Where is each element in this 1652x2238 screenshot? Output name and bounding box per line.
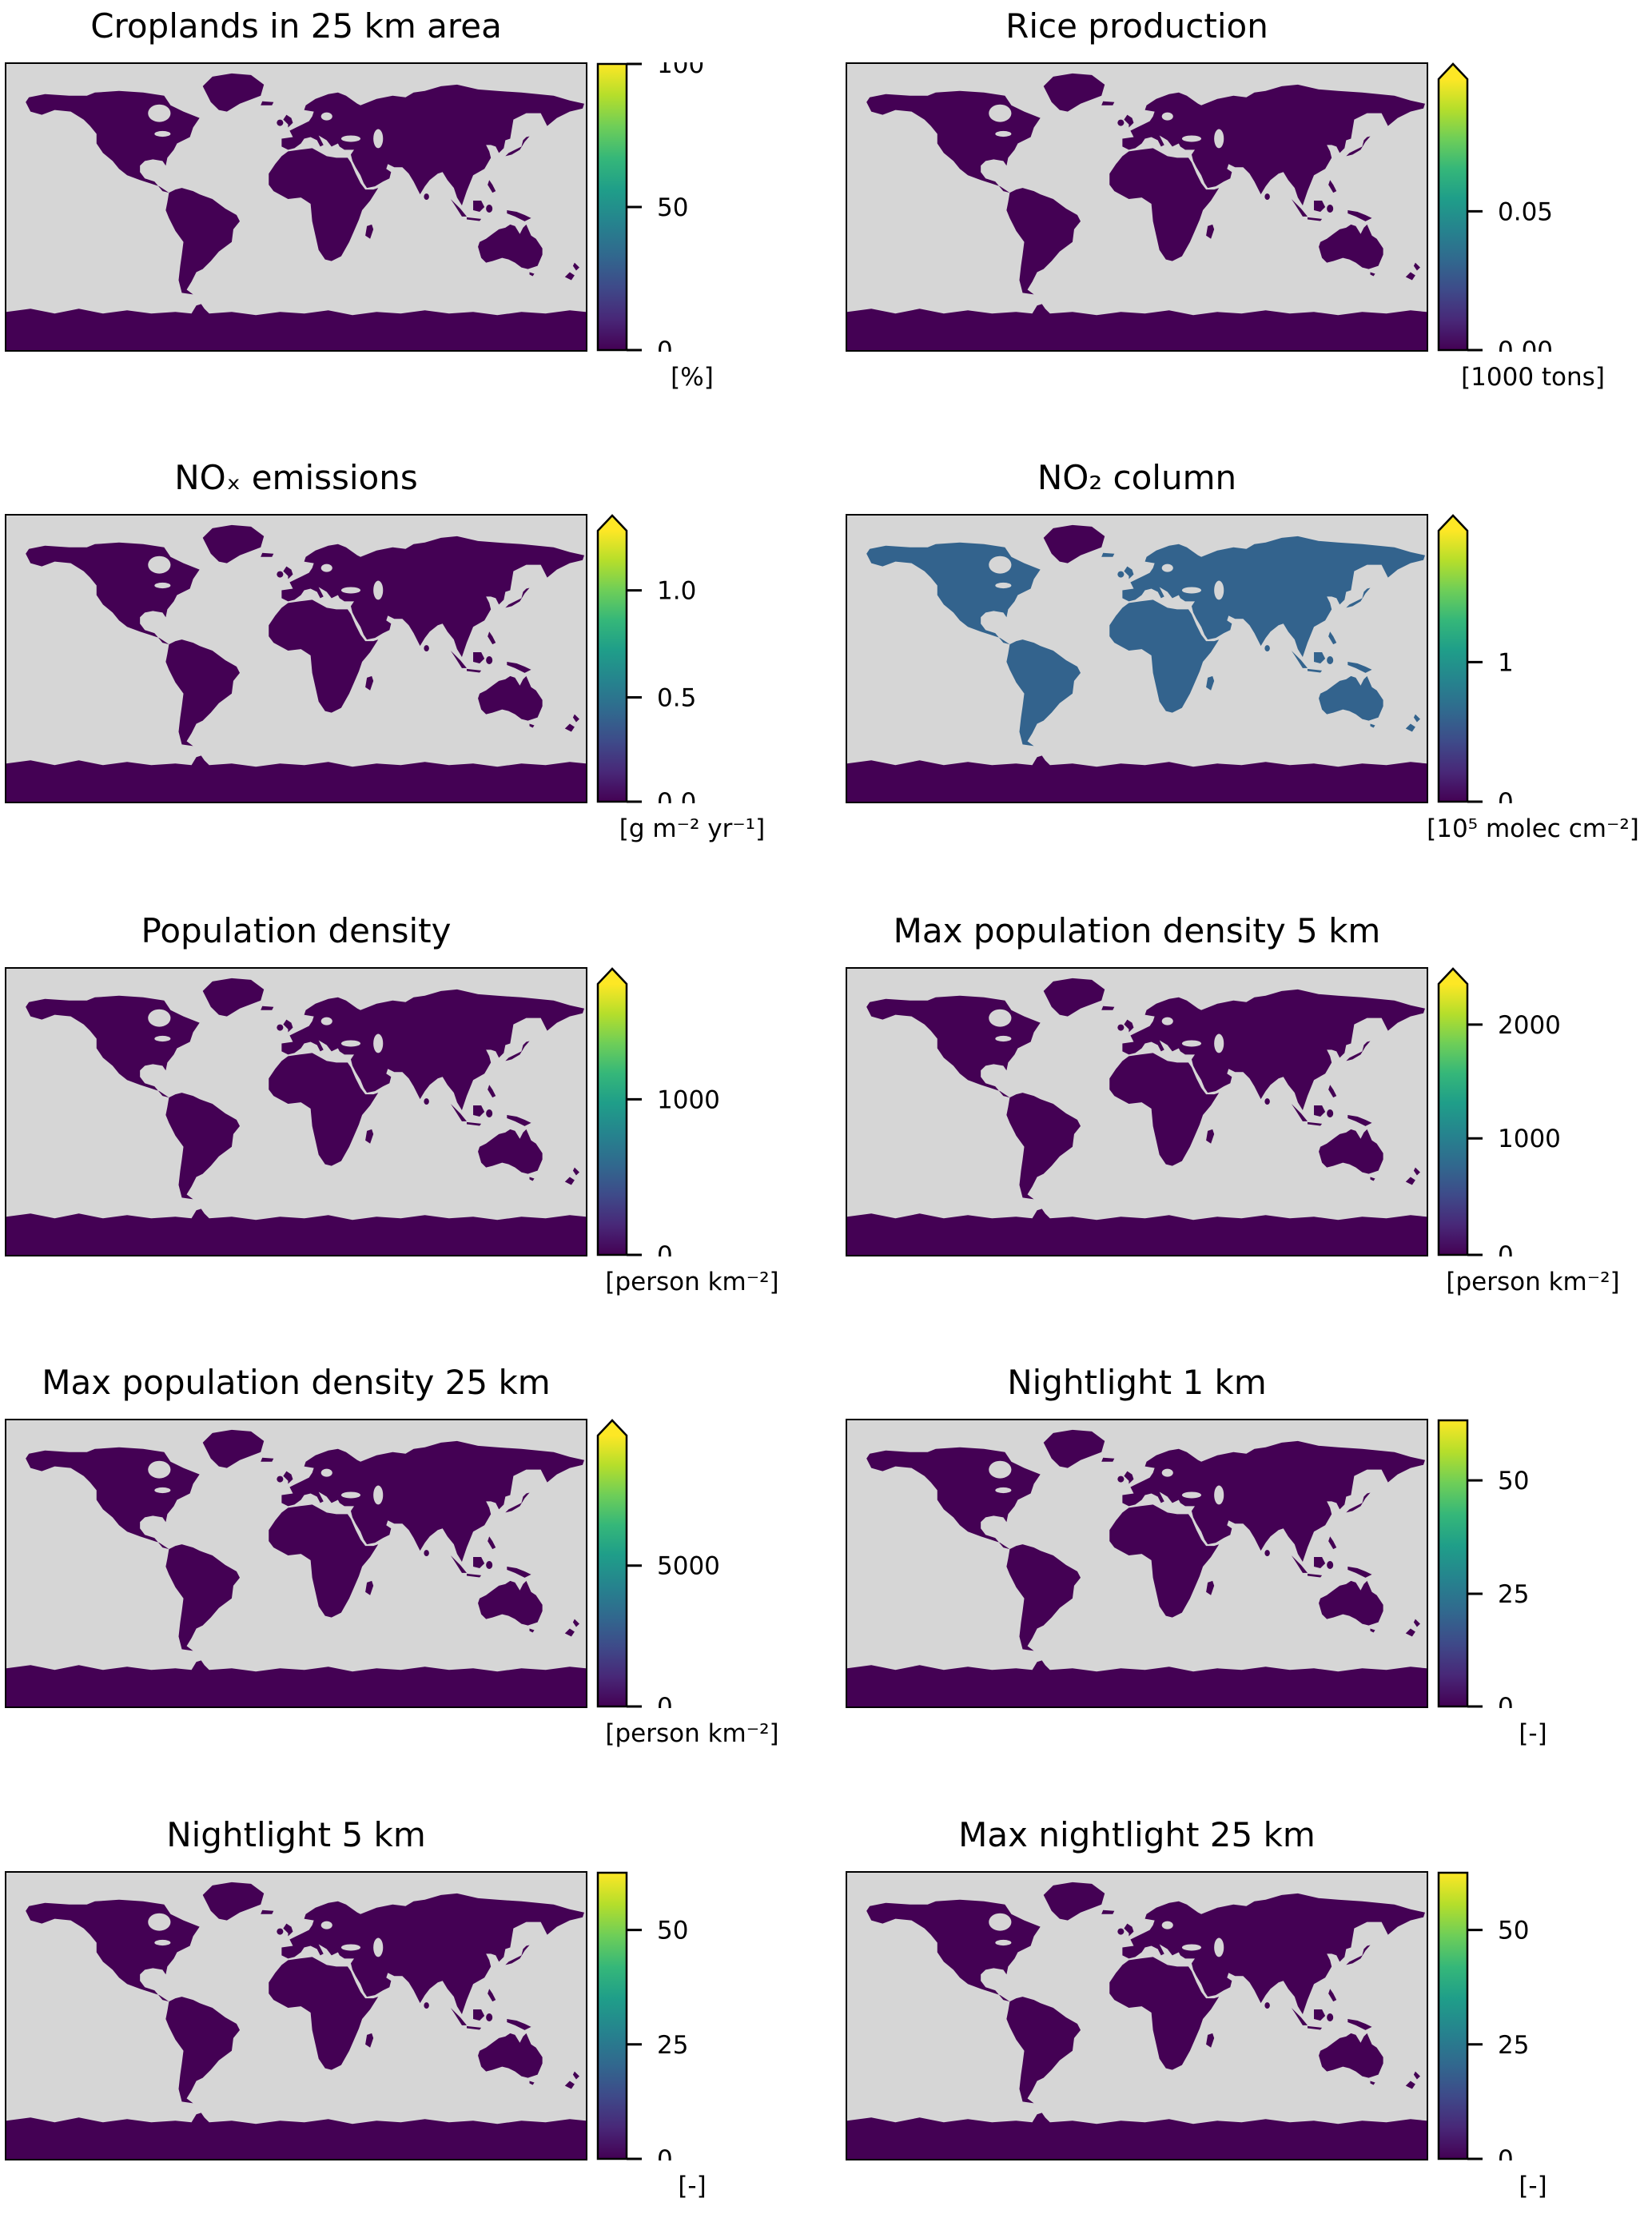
panel-title: Rice production	[1005, 6, 1268, 46]
colorbar-tick-label: 0	[657, 1241, 673, 1256]
colorbar-unit: [person km⁻²]	[605, 1268, 779, 1296]
colorbar-unit: [-]	[1519, 1719, 1547, 1748]
colorbar-gradient-bar	[596, 1871, 628, 2160]
colorbar: 0 1000 2000	[1437, 967, 1561, 1256]
panel-title: NOₓ emissions	[174, 458, 418, 497]
colorbar-tick-label: 0.00	[1498, 336, 1553, 352]
panel-title: Croplands in 25 km area	[90, 6, 502, 46]
world-map	[6, 64, 586, 350]
colorbar-tick-label: 0	[657, 336, 673, 352]
colorbar-unit: [-]	[678, 2172, 707, 2200]
colorbar: 0 25 50	[1437, 1419, 1529, 1708]
world-map	[847, 516, 1427, 802]
map-frame	[5, 967, 587, 1256]
colorbar-gradient-bar	[596, 1419, 628, 1708]
colorbar-tick-label: 0	[1498, 788, 1514, 803]
colorbar-tick-label: 0	[657, 2145, 673, 2160]
panel-croplands-25km: Croplands in 25 km area 0 50 100 [%]	[0, 0, 826, 448]
colorbar-tick-label: 25	[1498, 2031, 1529, 2060]
world-map	[6, 969, 586, 1255]
colorbar: 01	[1437, 514, 1514, 803]
world-map	[847, 1420, 1427, 1706]
colorbar-tick-label: 25	[657, 2031, 688, 2060]
colorbar-tick-label: 100	[657, 62, 704, 79]
colorbar-gradient-bar	[1437, 514, 1469, 803]
colorbar-unit: [person km⁻²]	[605, 1719, 779, 1748]
panel-title: NO₂ column	[1037, 458, 1237, 497]
panel-title: Nightlight 5 km	[166, 1815, 426, 1854]
panel-nox-emissions: NOₓ emissions 0.0 0.5 1.0 [g m⁻² yr⁻¹]	[0, 448, 826, 895]
panel-rice-production: Rice production 0.00 0.05 [1000 tons]	[826, 0, 1652, 448]
panel-title: Max population density 5 km	[893, 911, 1381, 950]
map-frame	[846, 62, 1428, 352]
panel-nightlight-1km: Nightlight 1 km 0 25 50 [-]	[826, 1343, 1652, 1790]
panel-max-population-density-5km: Max population density 5 km 0 1000 2000 [p…	[826, 895, 1652, 1343]
colorbar: 0 1000	[596, 967, 720, 1256]
map-frame	[846, 514, 1428, 803]
panel-title: Max nightlight 25 km	[958, 1815, 1316, 1854]
world-map	[6, 516, 586, 802]
colorbar-unit: [10⁵ molec cm⁻²]	[1427, 814, 1639, 843]
colorbar-tick-label: 0	[1498, 1241, 1514, 1256]
colorbar-tick-label: 50	[1498, 1467, 1529, 1495]
colorbar-unit: [%]	[671, 363, 714, 392]
colorbar-gradient-bar	[596, 514, 628, 803]
colorbar-tick-label: 0	[1498, 2145, 1514, 2160]
world-map	[847, 1873, 1427, 2159]
colorbar-tick-label: 25	[1498, 1580, 1529, 1609]
colorbar-gradient-bar	[1437, 1871, 1469, 2160]
panel-title: Max population density 25 km	[42, 1363, 551, 1402]
map-frame	[5, 62, 587, 352]
colorbar-tick-label: 1.0	[657, 577, 696, 606]
world-map	[847, 64, 1427, 350]
world-map	[6, 1873, 586, 2159]
map-frame	[5, 1871, 587, 2160]
panel-population-density: Population density 0 1000 [person km⁻²]	[0, 895, 826, 1343]
colorbar: 0 5000	[596, 1419, 720, 1708]
colorbar: 0 50 100	[596, 62, 704, 352]
colorbar-unit: [person km⁻²]	[1446, 1268, 1620, 1296]
colorbar-gradient-bar	[1437, 1419, 1469, 1708]
map-frame	[846, 1871, 1428, 2160]
panel-max-population-density-25km: Max population density 25 km 0 5000 [pers…	[0, 1343, 826, 1790]
world-map	[6, 1420, 586, 1706]
colorbar: 0.0 0.5 1.0	[596, 514, 696, 803]
colorbar-tick-label: 0	[1498, 1693, 1514, 1708]
panel-nightlight-5km: Nightlight 5 km 0 25 50 [-]	[0, 1790, 826, 2238]
map-frame	[5, 1419, 587, 1708]
colorbar-tick-label: 1	[1498, 648, 1514, 677]
colorbar-gradient-bar	[596, 967, 628, 1256]
colorbar: 0 25 50	[596, 1871, 688, 2160]
map-frame	[5, 514, 587, 803]
colorbar-tick-label: 1000	[1498, 1125, 1561, 1153]
world-map	[847, 969, 1427, 1255]
colorbar-gradient-bar	[1437, 967, 1469, 1256]
panel-title: Population density	[141, 911, 452, 950]
colorbar-tick-label: 50	[657, 1917, 688, 1945]
colorbar-tick-label: 0	[657, 1693, 673, 1708]
colorbar: 0.00 0.05	[1437, 62, 1553, 352]
colorbar-unit: [g m⁻² yr⁻¹]	[619, 814, 766, 843]
map-frame	[846, 1419, 1428, 1708]
colorbar-tick-label: 0.05	[1498, 197, 1553, 226]
colorbar-gradient-bar	[596, 62, 628, 352]
colorbar-tick-label: 2000	[1498, 1011, 1561, 1040]
map-frame	[846, 967, 1428, 1256]
colorbar-tick-label: 1000	[657, 1085, 720, 1114]
colorbar-tick-label: 0.0	[657, 788, 696, 803]
colorbar-unit: [-]	[1519, 2172, 1547, 2200]
colorbar-unit: [1000 tons]	[1461, 363, 1605, 392]
colorbar-tick-label: 50	[657, 193, 688, 222]
panel-max-nightlight-25km: Max nightlight 25 km 0 25 50 [-]	[826, 1790, 1652, 2238]
colorbar-gradient-bar	[1437, 62, 1469, 352]
colorbar-tick-label: 50	[1498, 1917, 1529, 1945]
colorbar-tick-label: 5000	[657, 1552, 720, 1581]
colorbar: 0 25 50	[1437, 1871, 1529, 2160]
panel-title: Nightlight 1 km	[1007, 1363, 1267, 1402]
colorbar-tick-label: 0.5	[657, 683, 696, 712]
